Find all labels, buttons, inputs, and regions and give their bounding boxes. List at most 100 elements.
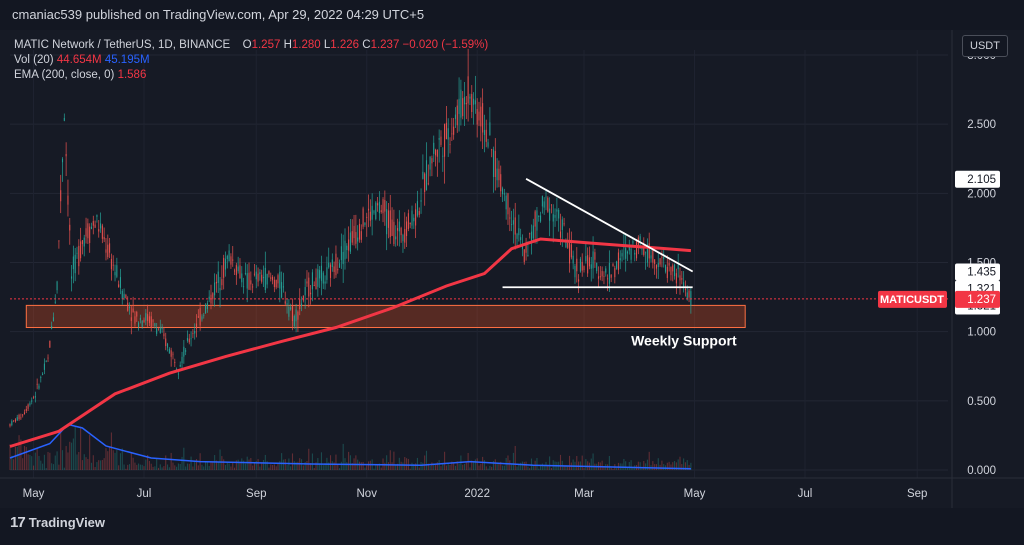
volume-bar [310,462,312,470]
symbol-name[interactable]: MATIC Network / TetherUS, 1D, BINANCE [14,39,231,51]
volume-bar [677,459,679,470]
volume-bar [463,463,466,470]
candle-body [463,96,466,105]
volume-bar [335,454,337,470]
volume-bar [74,426,76,470]
volume-bar [43,454,45,470]
volume-label[interactable]: Vol (20) [14,54,54,66]
volume-bar [217,461,219,470]
candle-body [462,98,464,117]
candle-body [109,243,111,253]
volume-bar [54,455,56,470]
volume-bar [568,455,571,470]
candle-body [683,282,685,287]
candle-body [125,294,127,299]
candle-body [355,232,357,244]
volume-bar [386,455,388,470]
volume-bar [496,463,498,470]
volume-bar [152,466,154,470]
candle-body [395,236,397,240]
volume-bar [72,438,74,470]
candle-body [270,277,272,279]
candle-body [409,222,411,225]
candle-body [677,265,679,270]
candle-body [351,231,353,243]
candle-body [389,210,391,238]
volume-bar [512,452,514,470]
volume-bar [154,466,156,470]
volume-bar [643,460,645,470]
candle-body [646,244,648,263]
volume-bar [601,460,603,470]
candle-body [186,338,189,341]
candle-body [616,261,618,269]
ema-label[interactable]: EMA (200, close, 0) [14,69,115,81]
volume-bar [498,463,500,470]
volume-bar [107,451,109,470]
candle-body [221,279,223,286]
candle-body [415,209,417,226]
candle-body [398,221,400,232]
volume-bar [333,462,335,470]
volume-bar [418,467,420,470]
candle-body [433,142,435,154]
volume-bar [226,462,228,470]
candle-body [482,103,484,133]
publisher-line: cmaniac539 published on TradingView.com,… [12,7,425,22]
volume-bar [424,455,426,470]
candle-body [637,237,639,248]
candle-body [491,149,493,151]
volume-bar [655,464,658,470]
candle-body [670,266,672,276]
volume-bar [156,458,158,470]
chart-area[interactable]: Weekly Support 0.0000.5001.0001.5002.000… [0,30,1024,508]
volume-bar [165,455,167,470]
candle-body [679,275,681,281]
candle-body [132,308,134,313]
candle-body [194,331,196,334]
candle-body [619,258,621,261]
candle-body [121,290,123,299]
candle-body [567,242,569,248]
high-value: 1.280 [291,39,321,51]
candle-body [380,210,382,212]
volume-bar [272,465,274,470]
volume-bar [610,467,612,470]
volume-bar [518,464,520,470]
volume-bar [523,461,525,470]
candle-body [168,348,170,354]
currency-button[interactable]: USDT [962,35,1008,57]
volume-bar [451,461,453,470]
candle-body [614,268,616,278]
candle-body [543,201,545,208]
candle-body [520,237,522,241]
chart-legend: MATIC Network / TetherUS, 1D, BINANCE O1… [14,38,488,83]
candle-body [337,269,339,271]
volume-bar [255,461,257,470]
volume-bar [319,463,321,470]
volume-bar [590,458,592,470]
volume-bar [176,466,178,470]
ema-row: EMA (200, close, 0) 1.586 [14,68,488,83]
volume-bar [87,458,89,470]
candle-body [290,307,292,310]
candle-body [657,263,659,268]
candle-body [574,265,576,278]
volume-bar [284,459,286,470]
candle-body [511,224,513,225]
candle-body [460,89,462,118]
candle-body [320,265,323,281]
candle-body [458,98,460,115]
volume-bar [416,457,418,470]
price-chart[interactable]: Weekly Support 0.0000.5001.0001.5002.000… [0,30,1024,508]
candle-body [128,306,131,309]
volume-bar [291,453,294,470]
tradingview-footer[interactable]: 17 TradingView [10,514,105,531]
volume-bar [248,459,250,470]
volume-bar [402,462,404,470]
candle-body [668,263,670,266]
candle-body [333,266,335,273]
time-axis: May Jul Sep Nov 2022 Mar May Jul Sep [0,30,1024,508]
volume-bar [387,462,390,470]
candle-body [76,252,78,254]
